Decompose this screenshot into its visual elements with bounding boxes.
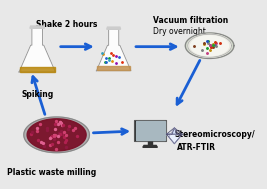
Polygon shape — [148, 141, 152, 146]
Text: Vacuum filtration: Vacuum filtration — [152, 16, 228, 25]
Polygon shape — [107, 27, 121, 29]
Text: ATR-FTIR: ATR-FTIR — [177, 143, 216, 153]
Polygon shape — [185, 33, 234, 58]
Polygon shape — [167, 128, 182, 134]
Polygon shape — [30, 26, 45, 28]
Polygon shape — [188, 34, 231, 57]
Polygon shape — [20, 67, 55, 72]
Text: Plastic waste milling: Plastic waste milling — [7, 168, 96, 177]
Polygon shape — [191, 36, 229, 56]
Text: Shake 2 hours: Shake 2 hours — [36, 20, 97, 29]
Text: Spiking: Spiking — [21, 90, 54, 99]
Polygon shape — [24, 117, 89, 153]
Polygon shape — [96, 29, 131, 71]
Polygon shape — [97, 66, 130, 70]
Polygon shape — [136, 121, 165, 140]
Polygon shape — [143, 146, 157, 147]
Polygon shape — [19, 28, 56, 72]
Text: Stereomicroscopy/: Stereomicroscopy/ — [174, 130, 255, 139]
Text: Dry overnight: Dry overnight — [152, 27, 205, 36]
Polygon shape — [27, 119, 86, 151]
Bar — [134, 120, 166, 141]
Polygon shape — [167, 134, 182, 144]
